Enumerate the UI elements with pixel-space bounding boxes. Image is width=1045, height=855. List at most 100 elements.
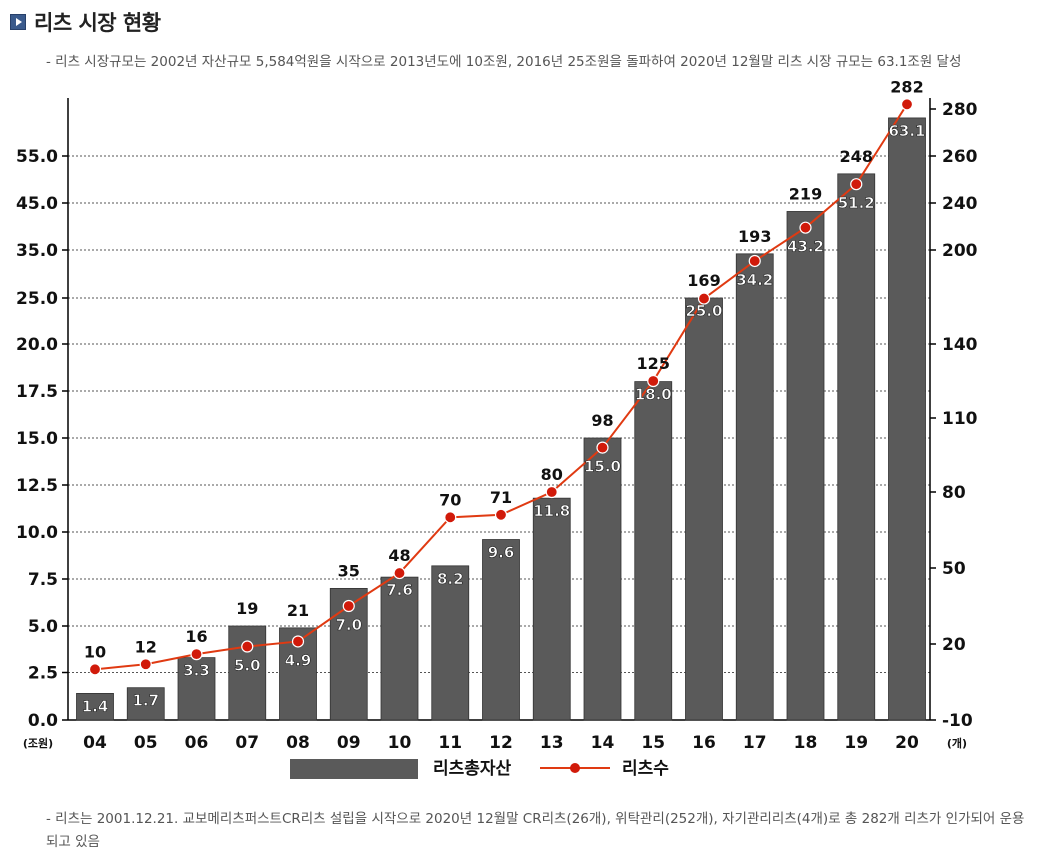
count-marker-16 (697, 292, 711, 305)
bar-value-label: 43.2 (787, 238, 824, 256)
section-header: 리츠 시장 현황 (10, 8, 161, 36)
count-value-label: 282 (890, 80, 923, 96)
right-tick-label: 80 (942, 483, 966, 503)
market-size-description: - 리츠 시장규모는 2002년 자산규모 5,584억원을 시작으로 2013… (46, 54, 962, 70)
legend-bar-swatch (290, 759, 418, 779)
count-marker-12 (494, 508, 508, 521)
bar-asset-04 (76, 693, 114, 721)
bar-value-label: 34.2 (736, 271, 773, 289)
count-marker-13 (545, 485, 558, 499)
bar-asset-19 (837, 173, 876, 721)
left-tick-label: 15.0 (16, 429, 58, 449)
left-tick-label: 12.5 (16, 476, 58, 496)
count-marker-17 (748, 254, 761, 268)
count-value-label: 169 (687, 271, 720, 290)
x-tick-label: 14 (591, 733, 615, 753)
x-tick-label: 06 (185, 733, 209, 753)
left-tick-label: 0.0 (28, 711, 58, 731)
legend-marker-swatch (570, 763, 580, 773)
count-marker-15 (647, 374, 660, 388)
count-value-label: 98 (591, 411, 613, 430)
left-tick-label: 20.0 (16, 335, 58, 355)
count-marker-04 (88, 663, 102, 676)
right-tick-label: 20 (942, 635, 966, 655)
right-tick-label: 50 (942, 559, 966, 579)
count-marker-18 (799, 221, 812, 234)
right-tick-label: 240 (942, 194, 978, 214)
legend-line-label: 리츠수 (622, 759, 669, 779)
count-marker-09 (342, 599, 355, 613)
count-value-label: 193 (738, 227, 771, 246)
right-axis-unit: (개) (947, 736, 967, 750)
x-tick-label: 17 (743, 733, 767, 753)
play-arrow-icon (10, 14, 26, 30)
count-value-label: 219 (789, 184, 822, 203)
left-tick-label: 17.5 (16, 382, 58, 402)
count-value-label: 48 (388, 546, 410, 565)
bar-value-label: 63.1 (888, 122, 925, 140)
bar-asset-06 (177, 657, 216, 721)
count-value-label: 12 (135, 637, 157, 656)
left-tick-label: 10.0 (16, 523, 58, 543)
bar-value-label: 8.2 (437, 570, 464, 588)
count-value-label: 71 (490, 488, 512, 507)
bar-value-label: 25.0 (685, 302, 722, 320)
bar-asset-11 (431, 565, 470, 721)
x-tick-label: 10 (388, 733, 412, 753)
bar-asset-14 (583, 437, 622, 721)
count-value-label: 80 (541, 465, 563, 484)
bar-value-label: 1.4 (82, 697, 109, 715)
count-marker-19 (850, 178, 863, 191)
bar-value-label: 7.6 (386, 581, 413, 599)
count-marker-11 (444, 511, 457, 524)
x-tick-label: 18 (794, 733, 818, 753)
bar-asset-20 (888, 117, 926, 721)
page-title: 리츠 시장 현황 (34, 11, 161, 35)
x-tick-label: 12 (489, 733, 513, 753)
count-value-label: 125 (637, 354, 670, 373)
right-tick-label: 140 (942, 335, 978, 355)
bar-asset-18 (786, 211, 825, 721)
bar-value-label: 51.2 (838, 194, 875, 212)
left-tick-label: 7.5 (28, 570, 58, 590)
x-tick-label: 15 (641, 733, 665, 753)
bar-asset-15 (634, 381, 673, 721)
bar-value-label: 3.3 (183, 662, 210, 680)
x-tick-label: 13 (540, 733, 564, 753)
bar-asset-16 (685, 297, 723, 721)
bar-value-label: 15.0 (584, 458, 621, 476)
x-tick-label: 05 (134, 733, 158, 753)
count-value-label: 248 (840, 147, 873, 166)
count-value-label: 35 (338, 561, 360, 580)
right-tick-label: 260 (942, 147, 978, 167)
x-tick-label: 19 (844, 733, 868, 753)
left-axis-unit: (조원) (23, 736, 53, 750)
left-tick-label: 45.0 (16, 194, 58, 214)
count-value-label: 21 (287, 601, 309, 620)
x-tick-label: 20 (895, 733, 919, 753)
right-tick-label: 280 (942, 100, 978, 120)
bar-asset-17 (735, 253, 774, 721)
left-tick-label: 2.5 (28, 664, 58, 684)
x-tick-label: 16 (692, 733, 716, 753)
right-tick-label: 200 (942, 241, 978, 261)
count-marker-08 (291, 635, 305, 648)
x-tick-label: 07 (235, 733, 259, 753)
bar-value-label: 18.0 (635, 386, 672, 404)
left-tick-label: 55.0 (16, 147, 58, 167)
right-tick-label: -10 (942, 711, 973, 731)
reits-count-note: - 리츠는 2001.12.21. 교보메리츠퍼스트CR리츠 설립을 시작으로 … (46, 811, 1025, 850)
bar-asset-13 (532, 497, 571, 721)
count-value-label: 19 (236, 599, 258, 618)
bar-asset-12 (482, 539, 520, 721)
bar-value-label: 7.0 (335, 616, 362, 634)
left-tick-label: 35.0 (16, 241, 58, 261)
bar-asset-10 (380, 576, 419, 721)
x-tick-label: 08 (286, 733, 310, 753)
bar-value-label: 11.8 (533, 502, 570, 520)
bar-value-label: 9.6 (488, 544, 515, 562)
x-tick-label: 09 (337, 733, 361, 753)
left-tick-label: 5.0 (28, 617, 58, 637)
reits-chart: 0.0 2.5 5.0 7.5 10.0 12.5 15.0 17.5 20.0 25.0 35.0… (0, 77, 1045, 790)
count-marker-06 (190, 648, 203, 661)
